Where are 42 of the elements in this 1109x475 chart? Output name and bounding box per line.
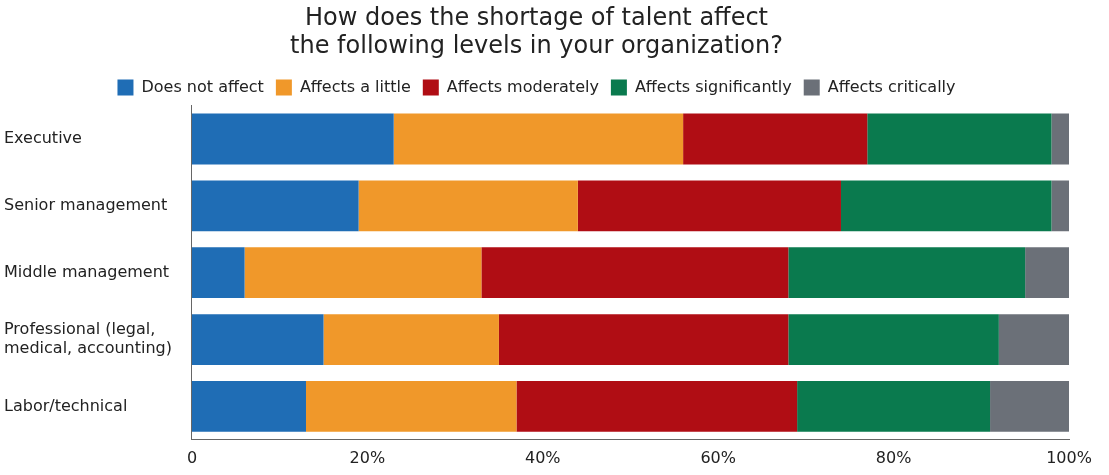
legend-label: Affects moderately bbox=[446, 76, 599, 96]
x-tick-label: 100% bbox=[1046, 447, 1092, 467]
legend-label: Affects a little bbox=[299, 76, 411, 96]
bar bbox=[683, 113, 868, 165]
bar bbox=[305, 380, 517, 432]
bar bbox=[323, 314, 499, 365]
bar bbox=[788, 314, 999, 365]
bar bbox=[481, 247, 789, 299]
bar bbox=[191, 247, 245, 299]
bar bbox=[191, 113, 394, 165]
legend-label: Affects significantly bbox=[634, 76, 792, 96]
x-tick-label: 0 bbox=[186, 447, 198, 467]
x-tick-label: 80% bbox=[875, 447, 912, 467]
bar bbox=[393, 113, 684, 165]
bar bbox=[516, 380, 798, 432]
x-tick-label: 60% bbox=[700, 447, 736, 467]
y-tick-label: Professional (legal, medical, accounting) bbox=[4, 319, 172, 358]
bar bbox=[358, 180, 578, 232]
y-tick-label: Labor/technical bbox=[4, 395, 128, 415]
bar bbox=[191, 380, 306, 432]
bar bbox=[1051, 113, 1069, 165]
bar bbox=[990, 380, 1069, 432]
legend-label: Does not affect bbox=[141, 76, 264, 96]
y-tick-label: Middle management bbox=[4, 261, 170, 281]
bar bbox=[788, 247, 1026, 299]
bar bbox=[191, 180, 359, 232]
bar bbox=[998, 314, 1069, 365]
bar bbox=[191, 314, 324, 365]
bar bbox=[797, 380, 991, 432]
y-tick-label: Executive bbox=[4, 128, 82, 148]
legend-label: Affects critically bbox=[827, 76, 956, 96]
bar bbox=[244, 247, 482, 299]
x-tick-label: 20% bbox=[349, 447, 386, 467]
bar bbox=[1025, 247, 1069, 299]
bar bbox=[498, 314, 789, 365]
bar bbox=[1051, 180, 1069, 232]
chart-title: How does the shortage of talent affect the following levels in your organization? bbox=[290, 2, 783, 60]
bar bbox=[577, 180, 841, 232]
x-tick-label: 40% bbox=[525, 447, 561, 467]
bar bbox=[867, 113, 1052, 165]
bar bbox=[840, 180, 1052, 232]
y-tick-label: Senior management bbox=[4, 195, 168, 215]
